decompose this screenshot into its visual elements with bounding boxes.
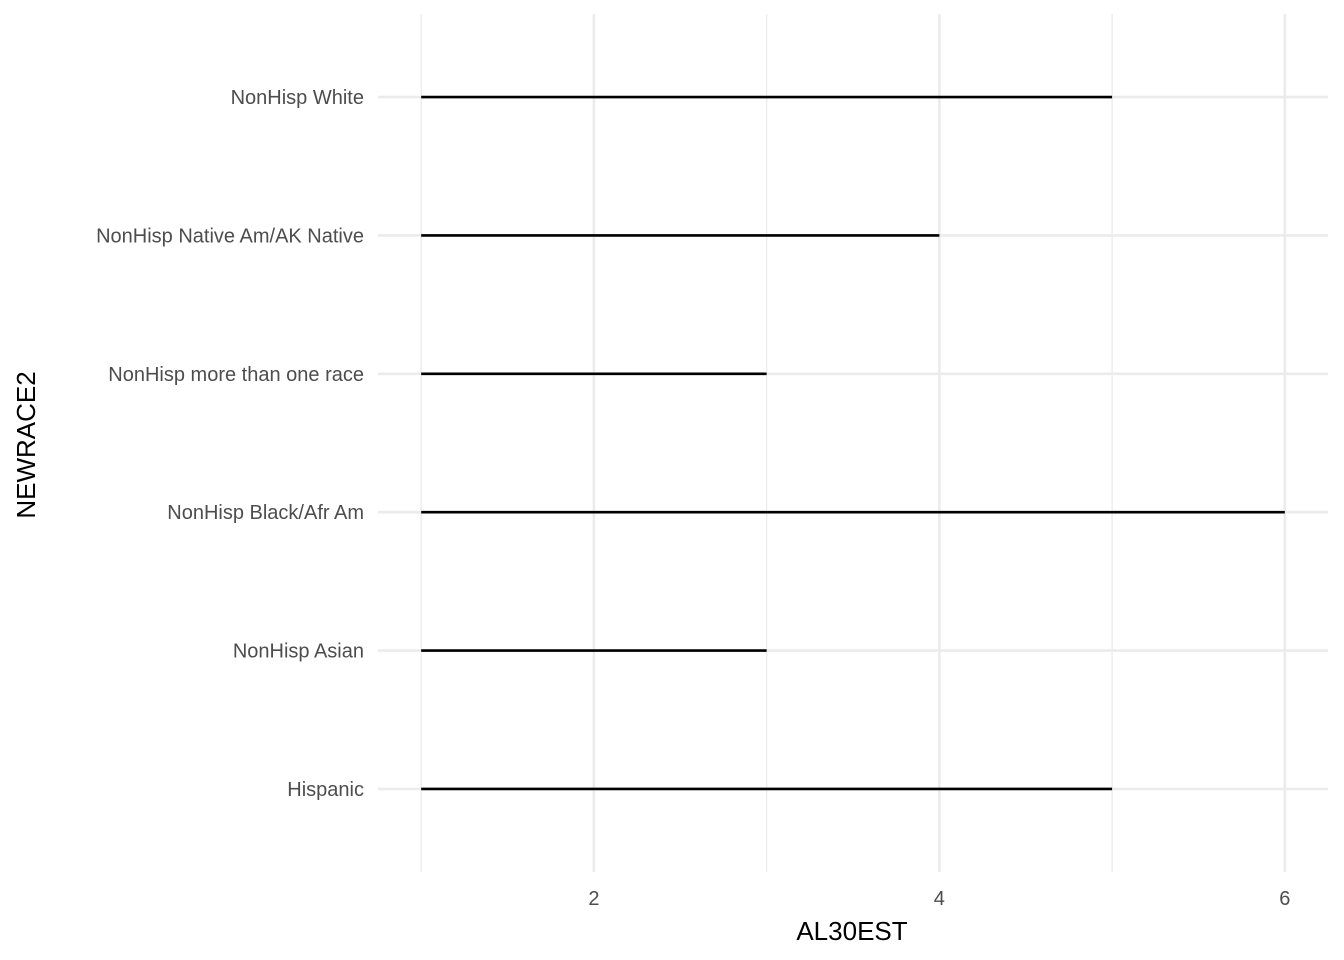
y-tick-label: NonHisp Native Am/AK Native [96, 225, 364, 247]
x-tick-label: 4 [934, 888, 945, 910]
y-tick-label: NonHisp more than one race [108, 364, 364, 386]
y-tick-label: NonHisp Asian [233, 641, 364, 663]
y-tick-label: NonHisp Black/Afr Am [167, 502, 364, 524]
x-tick-label: 2 [588, 888, 599, 910]
y-axis-title: NEWRACE2 [11, 371, 41, 518]
grid [378, 14, 1328, 872]
x-axis-title: AL30EST [796, 916, 907, 946]
range-segments [421, 95, 1285, 791]
y-tick-label: NonHisp White [231, 87, 364, 109]
y-tick-label: Hispanic [287, 779, 364, 801]
x-tick-label: 6 [1279, 888, 1290, 910]
x-tick-labels: 2 4 6 [588, 888, 1290, 910]
y-tick-labels: Hispanic NonHisp Asian NonHisp Black/Afr A… [96, 87, 364, 801]
